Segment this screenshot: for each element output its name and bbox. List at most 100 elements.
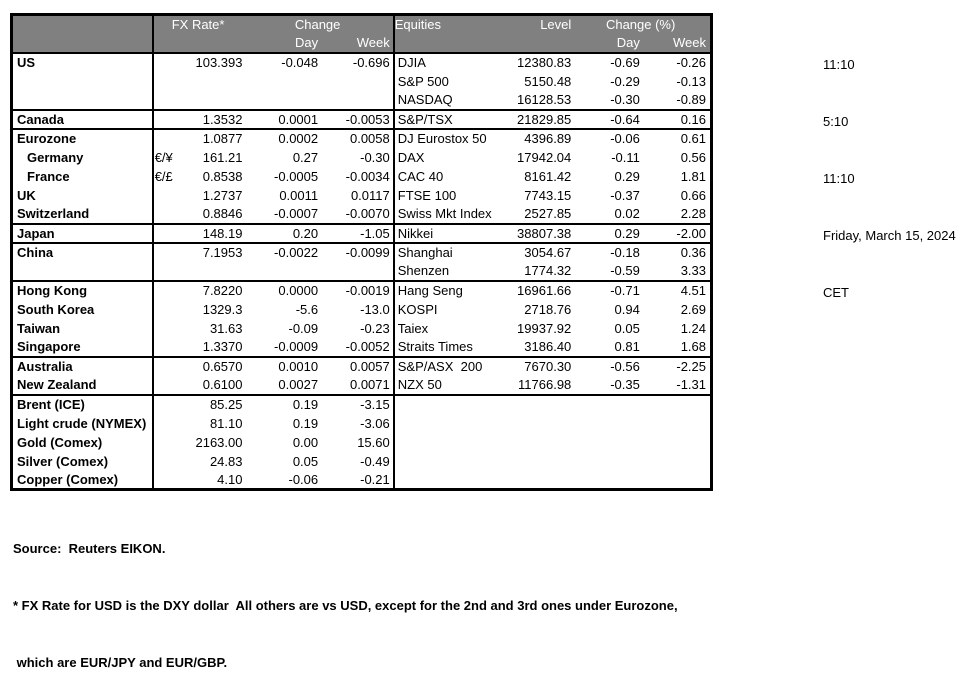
equity-week-change-cell: 0.66 — [680, 187, 706, 203]
equity-week-change-cell — [644, 414, 712, 433]
equity-level-cell: 19937.92 — [517, 320, 572, 336]
fx-rate-cell: 1.3370 — [202, 339, 243, 354]
equity-level-cell — [507, 452, 576, 471]
equity-week-change-cell: -0.26 — [676, 55, 706, 70]
equity-name-cell — [394, 414, 507, 433]
timestamp-line: 11:10 — [823, 171, 855, 186]
row-label-cell — [11, 261, 154, 281]
fx-day-change-cell — [246, 72, 322, 91]
fx-rate-cell: 1329.3 — [202, 301, 243, 317]
fx-week-change-cell: -0.0053 — [322, 108, 395, 129]
equity-name-cell: NASDAQ — [397, 92, 453, 107]
equity-name-cell: Swiss Mkt Index — [397, 206, 492, 221]
row-label-cell: Singapore — [11, 337, 154, 357]
currency-pair-cell — [153, 72, 179, 91]
empty-header-cell — [393, 33, 507, 54]
fx-day-change-cell: -0.09 — [288, 320, 319, 336]
equity-name-cell: Shenzen — [397, 263, 450, 278]
equities-week-header: Week — [643, 33, 712, 54]
currency-pair-cell — [153, 262, 179, 281]
row-label-cell: Switzerland — [11, 204, 154, 224]
fx-week-change-cell: -13.0 — [322, 299, 395, 319]
fx-rate-cell: 148.19 — [178, 222, 247, 243]
fx-rate-cell: 24.83 — [209, 453, 243, 469]
equity-week-change-cell — [644, 471, 712, 490]
currency-pair-cell — [152, 127, 179, 148]
equity-name-cell: DAX — [397, 149, 425, 165]
currency-pair-cell — [153, 53, 179, 72]
fx-week-change-cell: 0.0058 — [322, 127, 395, 148]
row-label-cell: Silver (Comex) — [11, 451, 154, 471]
fx-day-change-cell: 0.0002 — [246, 127, 323, 148]
equity-level-cell: 2527.85 — [524, 206, 572, 221]
fx-week-change-cell: 0.0057 — [322, 355, 395, 376]
row-label-cell — [11, 90, 154, 110]
currency-pair-cell — [153, 205, 179, 224]
corner-cell — [11, 14, 154, 34]
equity-week-change-cell — [643, 393, 712, 414]
fx-rate-cell: 0.8538 — [202, 168, 243, 184]
table-row: Gold (Comex) 2163.00 0.00 15.60 — [11, 432, 712, 452]
currency-pair-cell — [153, 433, 179, 452]
fx-day-change-cell: -0.0007 — [274, 206, 319, 221]
fx-day-change-cell: -0.0005 — [274, 168, 319, 184]
equity-week-change-cell: 0.56 — [680, 149, 706, 165]
equity-week-change-cell: 2.28 — [680, 206, 706, 221]
equity-level-cell — [507, 433, 576, 452]
currency-pair-cell — [153, 452, 179, 471]
equity-name-cell: Hang Seng — [393, 279, 507, 300]
fx-day-change-cell: 0.20 — [246, 222, 323, 243]
fx-rate-cell: 1.0877 — [178, 127, 247, 148]
fx-rate-cell: 7.8220 — [178, 279, 247, 300]
equity-day-change-cell: -0.29 — [610, 73, 640, 89]
table-row: Singapore 1.3370 -0.0009 -0.0052 Straits Tim… — [11, 337, 712, 357]
empty-header-cell — [506, 33, 576, 54]
equity-level-cell: 16128.53 — [517, 92, 572, 107]
fx-week-change-cell: -1.05 — [322, 222, 395, 243]
table-row: Switzerland 0.8846 -0.0007 -0.0070 Swiss Mkt… — [11, 204, 712, 224]
currency-pair-cell: €/¥ — [154, 149, 173, 165]
equity-week-change-cell: 0.61 — [643, 127, 712, 148]
fx-rate-cell: 1.3532 — [178, 108, 247, 129]
table-row: Japan 148.19 0.20 -1.05 Nikkei 38807.38 0.29 -2… — [11, 222, 712, 243]
table-row: South Korea 1329.3 -5.6 -13.0 KOSPI 2718.76 0.… — [11, 299, 712, 319]
equity-name-cell — [393, 393, 507, 414]
fx-day-change-cell — [246, 91, 322, 110]
fx-day-change-cell: -0.06 — [288, 471, 319, 487]
row-label-cell: Light crude (NYMEX) — [11, 413, 154, 433]
row-label-cell: Canada — [11, 108, 154, 129]
fx-rate-cell: 103.393 — [195, 55, 243, 70]
timestamp-line: 11:10 — [823, 57, 855, 72]
currency-pair-cell — [153, 376, 179, 395]
header-row-1: FX Rate* Change Equities Level Change (%… — [11, 14, 712, 34]
fx-week-change-cell: -0.0052 — [322, 337, 395, 357]
fx-week-change-cell: 0.0071 — [322, 375, 395, 395]
equity-day-change-cell: -0.35 — [610, 377, 640, 392]
fx-week-change-cell — [322, 90, 395, 110]
table-header: FX Rate* Change Equities Level Change (%… — [11, 14, 712, 54]
equity-name-cell: Shanghai — [393, 241, 507, 262]
equity-week-change-cell: 3.33 — [680, 263, 706, 278]
fx-rate-cell: 1.2737 — [202, 187, 243, 203]
currency-pair-cell — [153, 300, 179, 319]
equity-day-change-cell: 0.94 — [614, 301, 640, 317]
table-row: Germany €/¥ 161.21 0.27 -0.30 DAX 17942.04 -0.1… — [11, 147, 712, 167]
equity-day-change-cell — [575, 433, 644, 452]
equity-name-cell: FTSE 100 — [397, 187, 457, 203]
equity-name-cell: DJIA — [397, 55, 426, 70]
row-label-cell: Japan — [11, 222, 154, 243]
table-row: Silver (Comex) 24.83 0.05 -0.49 — [11, 451, 712, 471]
fx-day-change-cell: 0.05 — [292, 453, 319, 469]
fx-day-header: Day — [246, 33, 323, 54]
currency-pair-cell — [152, 393, 179, 414]
equity-level-cell: 21829.85 — [506, 108, 576, 129]
equity-name-cell — [394, 433, 507, 452]
fx-rate-cell: 0.6570 — [178, 355, 247, 376]
equity-name-cell: DJ Eurostox 50 — [393, 127, 507, 148]
table-row: Hong Kong 7.8220 0.0000 -0.0019 Hang Seng 169… — [11, 279, 712, 300]
equity-week-change-cell: 1.68 — [680, 339, 706, 354]
fx-rate-cell: 31.63 — [209, 320, 243, 336]
equity-level-cell: 3186.40 — [524, 339, 572, 354]
equity-week-change-cell: 1.24 — [680, 320, 706, 336]
equity-week-change-cell — [644, 433, 712, 452]
